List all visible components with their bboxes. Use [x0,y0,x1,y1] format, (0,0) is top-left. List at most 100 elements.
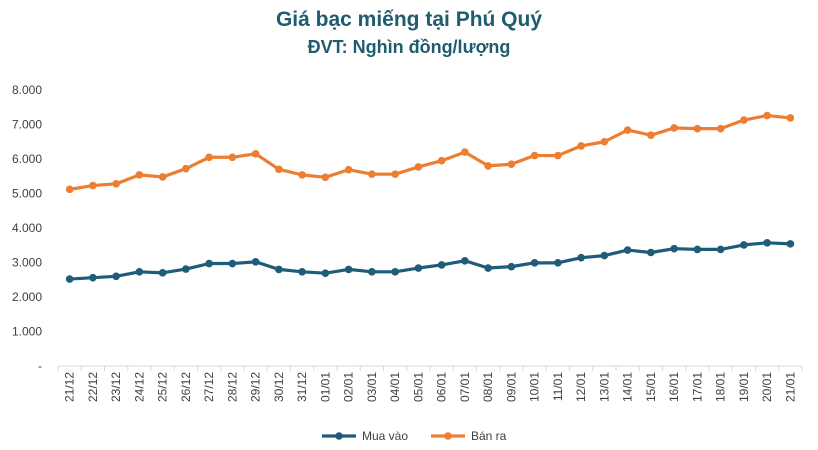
data-point [554,259,562,267]
data-point [182,265,190,273]
data-point [344,165,353,174]
data-point [623,126,632,134]
data-point [344,265,353,274]
series-lines [68,113,792,281]
x-tick-label: 27/12 [202,372,216,402]
legend-label: Bán ra [471,429,507,443]
data-point [554,151,562,160]
x-tick-label: 08/01 [481,372,495,402]
x-tick-label: 26/12 [179,372,193,402]
series-points [65,111,795,283]
chart-subtitle: ĐVT: Nghìn đồng/lượng [307,37,511,57]
data-point [716,124,725,133]
data-point [205,153,213,162]
x-tick-label: 14/01 [621,372,635,402]
x-tick-label: 17/01 [690,372,704,402]
data-point [135,268,144,276]
series-line-2 [68,113,792,191]
data-point [763,111,771,120]
data-point [740,241,748,249]
data-point [437,261,446,269]
data-point [577,142,585,150]
data-point [507,160,516,168]
data-point [298,268,306,276]
y-tick-label: 5.000 [12,187,42,201]
data-point [321,173,330,182]
x-tick-label: 25/12 [156,372,170,402]
x-tick-label: 19/01 [737,372,751,402]
data-point [368,268,376,276]
series-line-1 [68,241,792,281]
data-point [251,258,260,266]
data-point [693,124,702,133]
legend: Mua vào Bán ra [322,429,507,443]
x-tick-label: 05/01 [411,372,425,402]
data-point [461,148,469,156]
x-tick-label: 21/12 [63,372,77,402]
data-point [182,164,190,173]
y-tick-label: 3.000 [12,256,42,270]
data-point [786,114,795,122]
x-tick-label: 22/12 [86,372,100,402]
y-tick-label: 2.000 [12,290,42,304]
x-tick-label: 18/01 [714,372,728,402]
data-point [414,163,423,171]
data-point [205,259,213,268]
y-tick-label: 4.000 [12,221,42,235]
data-point [414,264,423,272]
data-point [112,272,120,281]
x-tick-label: 09/01 [504,372,518,402]
data-point [89,181,97,190]
x-tick-label: 02/01 [342,372,356,402]
x-tick-label: 16/01 [667,372,681,402]
x-tick-label: 10/01 [528,372,542,402]
x-tick-label: 06/01 [435,372,449,402]
data-point [112,180,120,188]
data-point [275,265,283,274]
legend-marker [335,432,343,440]
data-point [391,268,399,276]
data-point [298,171,306,179]
data-point [530,151,539,160]
x-tick-label: 31/12 [295,372,309,402]
x-tick-label: 20/01 [760,372,774,402]
x-tick-label: 03/01 [365,372,379,402]
x-tick-label: 24/12 [132,372,146,402]
data-point [647,131,655,139]
data-point [251,150,260,158]
y-tick-label: 6.000 [12,152,42,166]
x-axis-ticks: 21/12 22/12 23/12 24/12 25/12 26/12 27/12 28/12… [57,366,803,402]
chart-title: Giá bạc miếng tại Phú Quý [275,8,543,31]
data-point [437,156,446,165]
x-tick-label: 29/12 [249,372,263,402]
data-point [228,259,237,268]
legend-marker [444,432,452,440]
y-tick-label: 1.000 [12,325,42,339]
title-block: Giá bạc miếng tại Phú Quý ĐVT: Nghìn đồn… [0,6,818,60]
data-point [600,251,609,260]
y-axis-ticks: - 1.000 2.000 3.000 4.000 5.000 6.000 7.000 8.00… [12,83,42,373]
data-point [670,244,678,253]
y-tick-label: - [38,359,42,373]
x-tick-label: 04/01 [388,372,402,402]
data-point [65,275,74,283]
x-tick-label: 15/01 [644,372,658,402]
x-tick-label: 01/01 [318,372,332,402]
data-point [135,171,144,179]
x-tick-label: 28/12 [225,372,239,402]
data-point [623,246,632,254]
data-point [275,165,283,174]
data-point [65,185,74,194]
x-tick-label: 21/01 [783,372,797,402]
x-tick-label: 23/12 [109,372,123,402]
data-point [158,269,167,277]
y-tick-label: 8.000 [12,83,42,97]
data-point [530,259,539,267]
x-tick-label: 13/01 [597,372,611,402]
data-point [158,173,167,181]
data-point [321,269,330,277]
y-tick-label: 7.000 [12,118,42,132]
x-tick-label: 07/01 [458,372,472,402]
